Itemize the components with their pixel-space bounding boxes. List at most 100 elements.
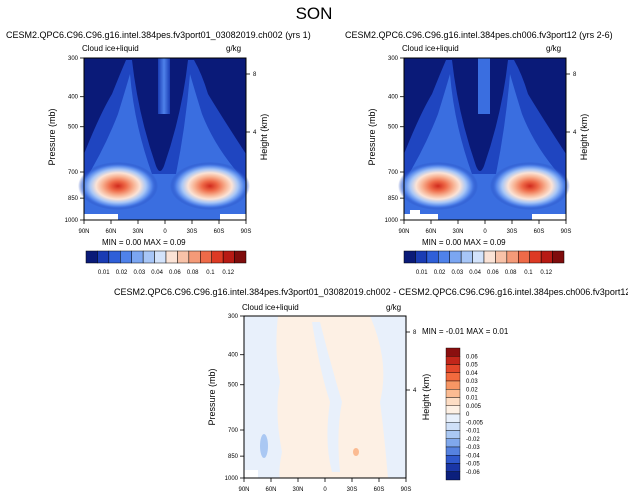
x-tick-label: 0 (323, 487, 327, 493)
colorbar-diff-swatch (445, 356, 461, 365)
y-tick-label: 500 (68, 125, 79, 131)
colorbar-swatch (529, 250, 542, 264)
panel-3-neg-spot (260, 434, 268, 458)
colorbar-diff-swatch (445, 372, 461, 382)
colorbar-swatch (85, 250, 98, 264)
colorbar-diff-swatch (445, 397, 461, 406)
x-tick-label: 60N (425, 229, 436, 235)
colorbar-swatch (154, 250, 167, 264)
colorbar-diff-swatch (445, 413, 461, 423)
x-tick-label: 60N (265, 487, 276, 493)
colorbar-swatch (131, 250, 144, 264)
panel-2-ylabel-right: Height (km) (579, 113, 589, 161)
colorbar-swatch (403, 250, 416, 264)
panel-3-stats: MIN = -0.01 MAX = 0.01 (422, 327, 509, 336)
colorbar-diff-swatch (445, 471, 461, 481)
y-tick-label: 400 (68, 95, 79, 101)
y-tick-label: 1000 (65, 218, 79, 224)
colorbar-swatch (460, 250, 473, 264)
colorbar-swatch (211, 250, 224, 264)
y-tick-label: 1000 (385, 218, 399, 224)
colorbar-top-right-swatches: 0.01 0.02 0.03 0.04 0.06 0.08 0.1 0.12 (403, 250, 565, 276)
colorbar-swatch (449, 250, 462, 264)
colorbar-swatch (200, 250, 212, 264)
panel-3-units: g/kg (386, 303, 402, 312)
colorbar-label: 0.04 (469, 270, 481, 276)
x-tick-label: 30S (347, 487, 358, 493)
x-tick-label: 30S (507, 229, 518, 235)
panel-3-pos-spot (353, 448, 359, 456)
colorbar-swatch (483, 250, 496, 264)
colorbar-diff-label: 0.01 (466, 396, 478, 402)
colorbar-diff-swatch (445, 446, 461, 456)
colorbar-top-left: 0.01 0.02 0.03 0.04 0.06 0.08 0.1 0.12 (85, 250, 247, 276)
colorbar-diff-swatch (445, 347, 461, 357)
colorbar-label: 0.03 (451, 270, 463, 276)
colorbar-label: 0.02 (116, 270, 128, 276)
panel-1-ylabel: Pressure (mb) (47, 108, 57, 166)
panel-3-neg-region-eq (312, 322, 342, 472)
y-tick-label: 400 (388, 95, 399, 101)
colorbar-swatch (472, 250, 485, 264)
panel-1-surface-gap-s (220, 214, 246, 220)
panel-2-surface-gap-n3 (420, 214, 438, 220)
panel-2-surface-gap-n1 (404, 214, 410, 220)
panel-1-equatorial-column (158, 58, 170, 114)
height-tick-label: 8 (253, 72, 257, 78)
colorbar-swatch (426, 250, 439, 264)
colorbar-label: 0.04 (151, 270, 163, 276)
colorbar-swatch (552, 250, 565, 264)
panel-1-stats: MIN = 0.00 MAX = 0.09 (102, 238, 186, 247)
colorbar-swatch (438, 250, 450, 264)
colorbar-label: 0.12 (540, 270, 552, 276)
panel-2-stats: MIN = 0.00 MAX = 0.09 (422, 238, 506, 247)
colorbar-label: 0.06 (169, 270, 181, 276)
y-tick-label: 300 (228, 314, 239, 320)
panel-2-blob-south (490, 162, 570, 210)
x-tick-label: 90S (241, 229, 252, 235)
height-tick-label: 4 (253, 130, 257, 136)
colorbar-swatch (506, 250, 519, 264)
colorbar-diff-swatch (445, 364, 461, 373)
panel-1-title: CESM2.QPC6.C96.C96.g16.intel.384pes.fv3p… (6, 30, 311, 40)
panel-3-surface-gap (244, 470, 258, 478)
panel-3-ylabel-right: Height (km) (421, 373, 431, 421)
x-tick-label: 0 (163, 229, 167, 235)
x-tick-label: 30N (132, 229, 143, 235)
panel-3-variable: Cloud ice+liquid (242, 303, 299, 312)
colorbar-diff-swatch (445, 430, 461, 439)
panel-3-neg-region-s (370, 316, 406, 478)
colorbar-diff-label: -0.02 (466, 437, 480, 443)
x-tick-label: 30S (187, 229, 198, 235)
colorbar-diff-swatch (445, 438, 461, 448)
colorbar-swatch (188, 250, 201, 264)
panel-2-blob-north (398, 162, 478, 210)
colorbar-swatch (165, 250, 178, 264)
panel-3-neg-region-n (244, 316, 282, 478)
panel-3-title: CESM2.QPC6.C96.C96.g16.intel.384pes.fv3p… (114, 287, 628, 297)
panel-2-units: g/kg (546, 44, 562, 53)
panel-2-ylabel: Pressure (mb) (367, 108, 377, 166)
colorbar-label: 0.03 (133, 270, 145, 276)
colorbar-swatch (222, 250, 235, 264)
panel-1-chart: 90N 60N 30N 0 30S 60S 90S 300 400 500 700 850 1000 8 4 (65, 56, 257, 235)
x-tick-label: 30N (292, 487, 303, 493)
y-tick-label: 500 (388, 125, 399, 131)
panel-2-surface-gap-n2 (410, 210, 420, 220)
y-tick-label: 700 (68, 170, 79, 176)
colorbar-diff-swatches: 0.06 0.05 0.04 0.03 0.02 0.01 0.005 0 -0.005 -0.0… (445, 347, 484, 481)
panel-2-variable: Cloud ice+liquid (402, 44, 459, 53)
colorbar-swatch (540, 250, 553, 264)
x-tick-label: 60S (374, 487, 385, 493)
colorbar-swatch (518, 250, 530, 264)
x-tick-label: 60N (105, 229, 116, 235)
panel-3-ticks: 90N 60N 30N 0 30S 60S 90S 300 400 500 700 850 1000 8 4 (225, 314, 417, 493)
colorbar-diff-swatch (445, 389, 461, 398)
y-tick-label: 400 (228, 353, 239, 359)
colorbar-swatch (108, 250, 121, 264)
colorbar-label: 0.01 (416, 270, 428, 276)
colorbar-diff-label: 0.005 (466, 404, 482, 410)
colorbar-label: 0.08 (187, 270, 199, 276)
y-tick-label: 850 (388, 196, 399, 202)
colorbar-swatch (234, 250, 247, 264)
